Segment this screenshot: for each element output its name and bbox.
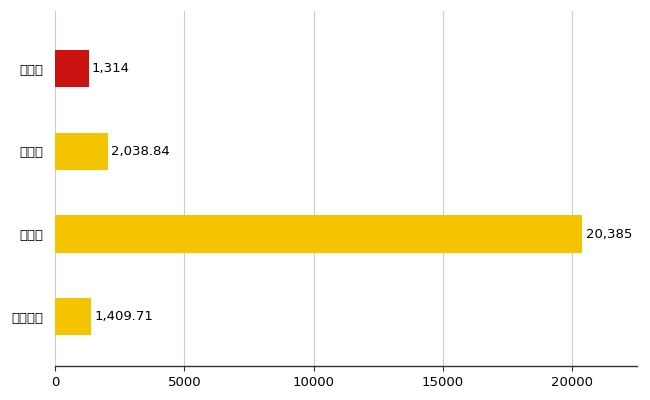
Text: 2,038.84: 2,038.84	[111, 145, 170, 158]
Bar	[55, 216, 582, 253]
Bar	[55, 133, 108, 170]
Text: 1,314: 1,314	[92, 62, 130, 76]
Text: 20,385: 20,385	[586, 228, 632, 240]
Bar	[55, 298, 92, 335]
Text: 1,409.71: 1,409.71	[94, 310, 153, 323]
Bar	[55, 50, 89, 88]
